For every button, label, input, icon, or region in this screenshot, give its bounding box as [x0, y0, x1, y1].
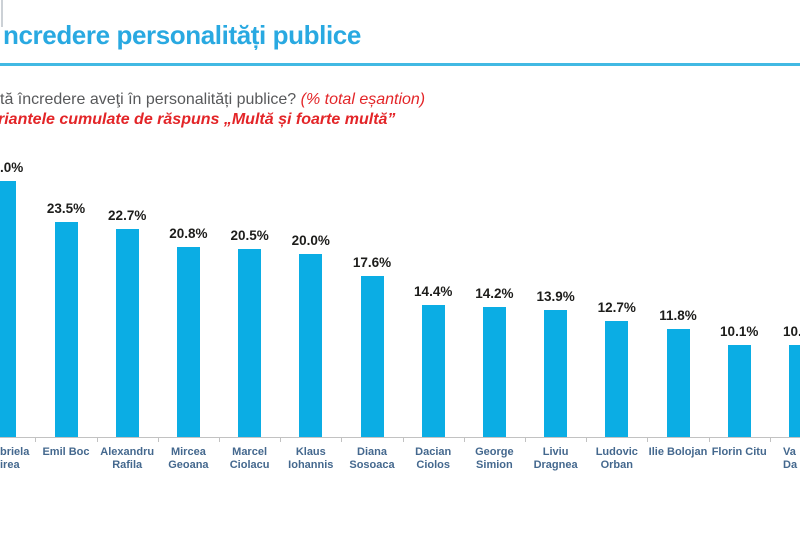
bar	[299, 254, 323, 437]
bar-category-label: Florin Citu	[711, 446, 767, 458]
bar	[544, 310, 568, 437]
axis-tick	[157, 438, 159, 442]
bar-value-label: 11.8%	[659, 308, 697, 323]
bar-value-label: 10.1%	[720, 324, 759, 339]
bar-category-label: Klaus Iohannis	[288, 446, 334, 471]
bar	[0, 181, 17, 437]
bar	[238, 249, 262, 437]
bar-value-label: 13.9%	[536, 289, 575, 304]
axis-tick	[219, 438, 220, 442]
bar-category-label: Ludovic Orban	[595, 446, 638, 471]
bar-category-label: Liviu Dragnea	[533, 446, 578, 471]
bar-value-label: 17.6%	[352, 255, 392, 270]
axis-tick	[402, 438, 404, 442]
axis-tick	[341, 438, 343, 442]
bar-category-label: Mircea Geoana	[168, 446, 209, 471]
axis-tick	[525, 438, 526, 442]
bar	[421, 305, 445, 437]
axis-tick	[586, 438, 588, 442]
bar-category-label: George Simion	[475, 446, 514, 471]
bar	[482, 307, 506, 437]
axis-tick	[463, 438, 465, 442]
axis-tick	[647, 438, 649, 442]
survey-question-text: tă încredere aveţi în personalități publ…	[0, 91, 301, 108]
bar-category-label: briela irea	[0, 446, 30, 471]
bar	[727, 345, 751, 437]
bar	[360, 276, 384, 437]
bar-category-label: Dacian Ciolos	[415, 446, 452, 471]
bar-value-label: 14.2%	[475, 286, 514, 301]
bar-category-label: Diana Sosoaca	[349, 446, 395, 471]
title-underline	[0, 63, 800, 66]
bar-value-label: 20.5%	[230, 228, 269, 243]
bar-category-label: Marcel Ciolacu	[229, 446, 270, 471]
bar	[176, 247, 200, 437]
slide-edge-artifact	[1, 0, 3, 27]
bar-value-label: 23.5%	[46, 201, 86, 216]
survey-question-note: (% total eșantion)	[300, 91, 426, 108]
survey-question: tă încredere aveţi în personalități publ…	[0, 91, 425, 109]
bar-category-label: Alexandru Rafila	[100, 446, 155, 471]
bar	[115, 229, 139, 437]
axis-tick	[708, 438, 710, 442]
axis-tick	[96, 438, 98, 442]
axis-tick	[769, 438, 771, 442]
bar	[666, 329, 690, 437]
bar-value-label: 22.7%	[108, 208, 147, 223]
survey-subtitle: riantele cumulate de răspuns „Multă și f…	[0, 111, 396, 128]
bar-value-label: .0%	[0, 160, 24, 175]
bar-category-label: Ilie Bolojan	[648, 446, 708, 458]
bar	[605, 321, 629, 437]
bar	[54, 222, 78, 437]
bar-value-label: 14.4%	[414, 284, 453, 299]
bar-value-label: 12.7%	[597, 300, 636, 315]
axis-tick	[35, 438, 37, 442]
bar	[788, 345, 800, 437]
axis-tick	[280, 438, 282, 442]
x-axis-line	[0, 437, 800, 438]
bar-value-label: 20.0%	[291, 233, 330, 248]
bar-value-label: 10.	[783, 324, 800, 339]
bar-value-label: 20.8%	[169, 226, 208, 241]
bar-category-label: Emil Boc	[42, 446, 90, 458]
bar-category-label: Va Da	[783, 446, 798, 471]
page-title: ncredere personalități publice	[3, 20, 361, 50]
